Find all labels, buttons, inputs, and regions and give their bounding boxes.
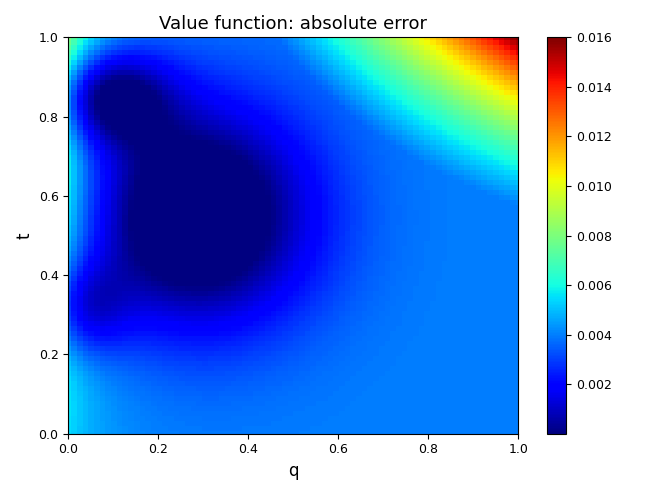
X-axis label: q: q bbox=[288, 462, 298, 480]
Y-axis label: t: t bbox=[15, 232, 33, 239]
Title: Value function: absolute error: Value function: absolute error bbox=[160, 15, 428, 33]
